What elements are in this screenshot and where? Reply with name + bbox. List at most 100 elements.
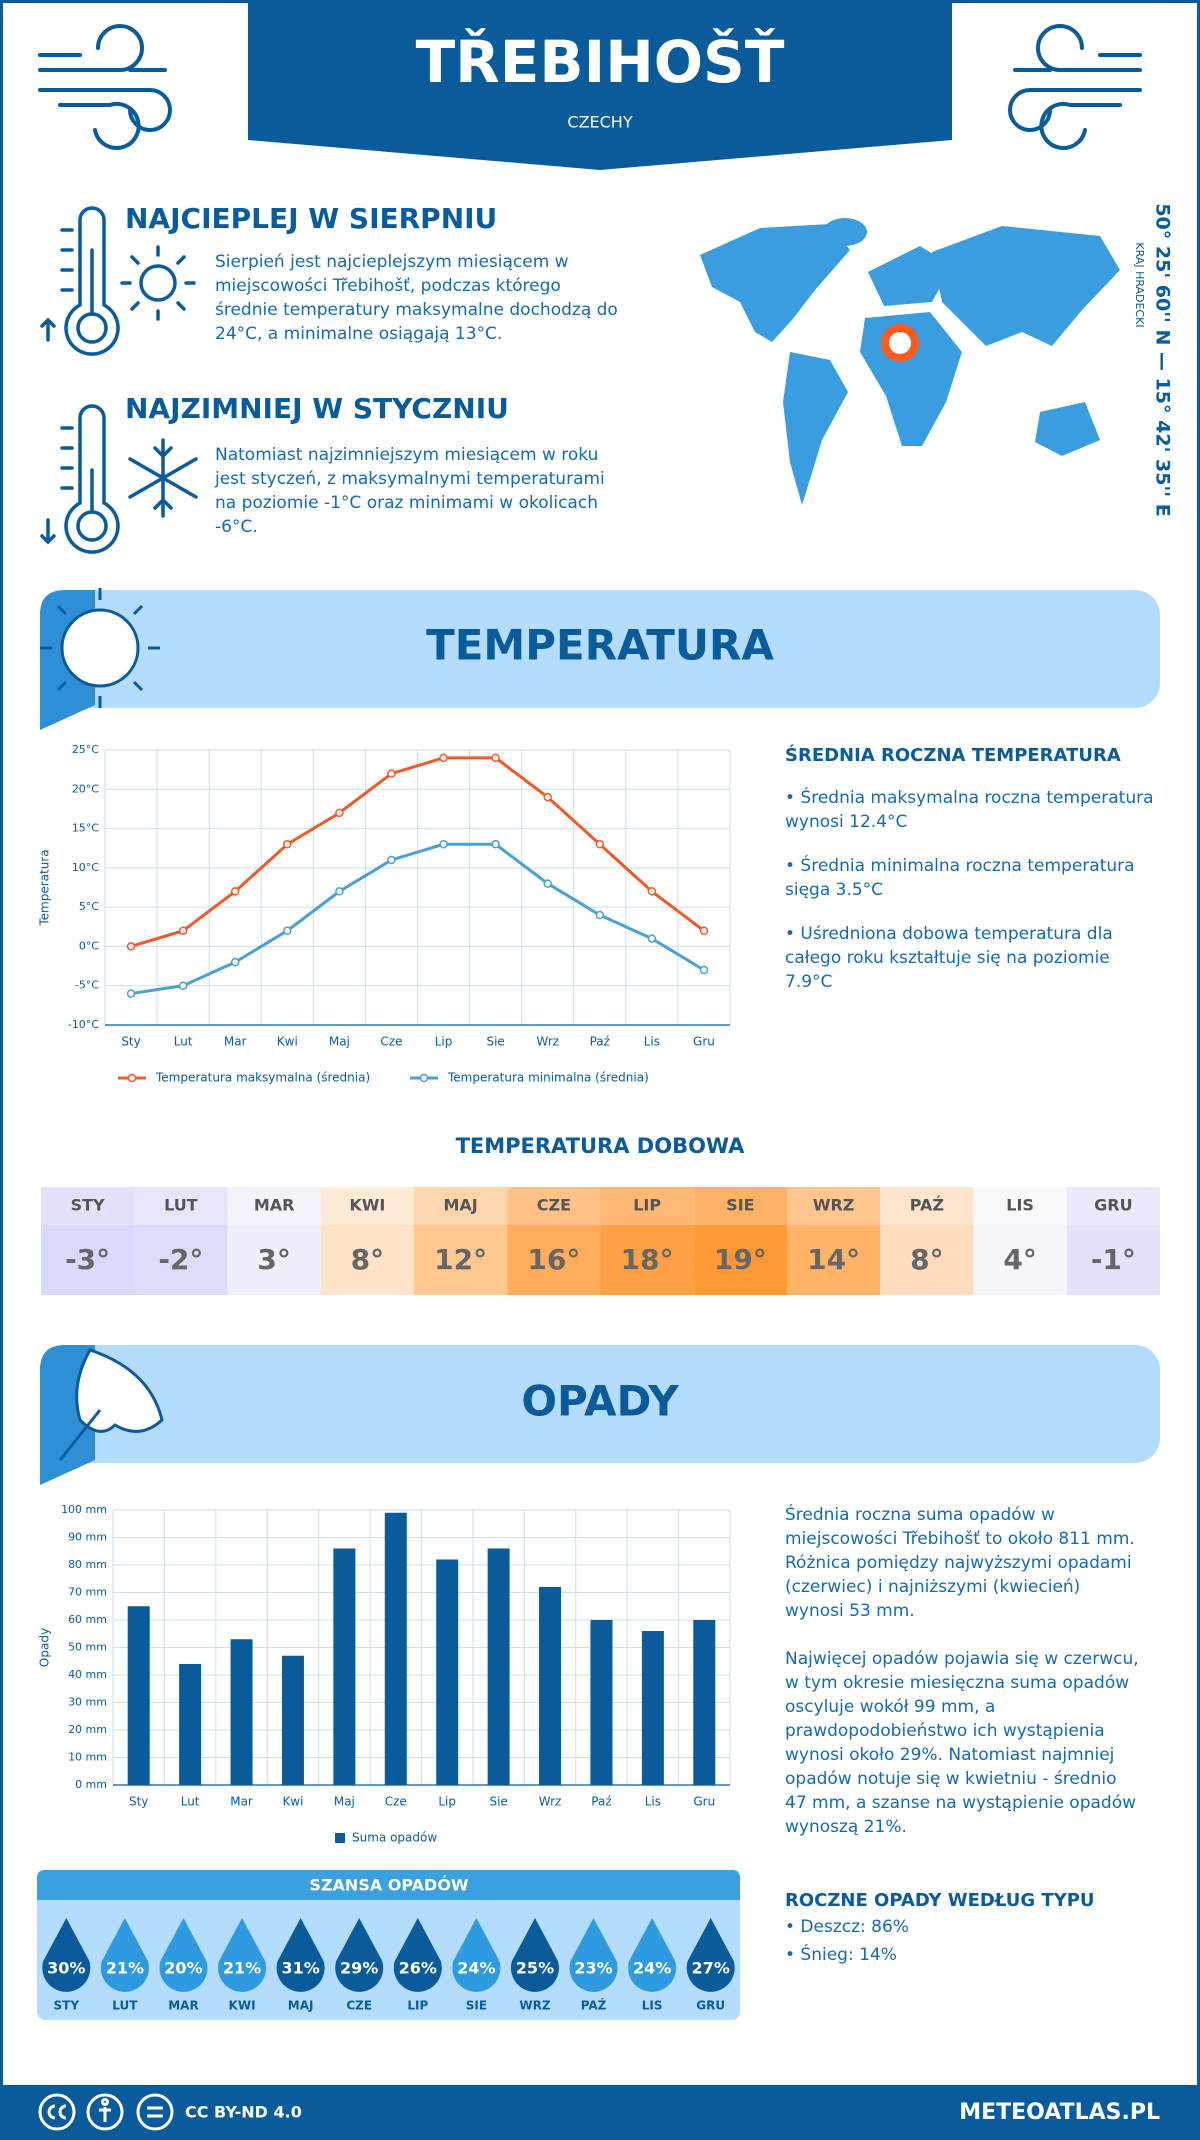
paragraph: Średnia roczna suma opadów w miejscowośc…	[785, 1505, 1135, 1621]
table-value-cell	[41, 1225, 135, 1295]
table-header-cell	[600, 1187, 694, 1225]
point	[230, 887, 240, 896]
site: METEOATLAS.PL	[959, 2100, 1160, 2125]
thermometer-warm	[40, 206, 196, 356]
world-map	[700, 218, 1120, 505]
x-tick-label: Lis	[645, 1795, 661, 1809]
month-label: MAJ	[443, 1196, 477, 1215]
wind-icon-left	[38, 24, 172, 150]
line	[130, 756, 705, 948]
drop-month: SIE	[466, 1999, 487, 2013]
legend-label: Temperatura maksymalna (średnia)	[155, 1071, 370, 1085]
bar	[436, 1559, 459, 1785]
stat-item: • Uśredniona dobowa temperatura dla całe…	[785, 924, 1113, 992]
thermometer-cold	[40, 404, 198, 554]
table-header-shade	[507, 1187, 601, 1225]
month-label: LUT	[164, 1196, 198, 1215]
x-tick-label: Lip	[435, 1035, 453, 1049]
table-header-cell	[787, 1187, 881, 1225]
table-value-cell	[414, 1225, 508, 1295]
y-tick-label: 15°C	[72, 822, 99, 835]
table-value-cell	[227, 1225, 321, 1295]
table-header-shade	[134, 1187, 228, 1225]
table-header-cell	[320, 1187, 414, 1225]
x-tick-label: Sty	[121, 1035, 140, 1049]
warmest-title: NAJCIEPLEJ W SIERPNIU	[125, 202, 498, 235]
drop	[569, 1918, 618, 1992]
drop-month: LUT	[112, 1999, 138, 2013]
month-label: STY	[71, 1196, 105, 1215]
legend-marker	[335, 1833, 345, 1843]
month-label: SIE	[726, 1196, 754, 1215]
point	[439, 840, 448, 849]
section-title: TEMPERATURA	[426, 621, 774, 670]
daily-title: TEMPERATURA DOBOWA	[456, 1134, 746, 1158]
type-item: • Deszcz: 86%	[785, 1917, 909, 1937]
legend-label: Suma opadów	[352, 1831, 437, 1845]
drop	[686, 1918, 735, 1992]
legend-marker	[127, 1073, 137, 1083]
x-tick-label: Mar	[224, 1035, 247, 1049]
x-tick-label: Sie	[486, 1035, 504, 1049]
table-header-shade	[693, 1187, 787, 1225]
table-header-shade	[600, 1187, 694, 1225]
y-tick-label: 90 mm	[68, 1531, 107, 1544]
month-label: LIP	[633, 1196, 661, 1215]
month-label: WRZ	[813, 1196, 855, 1215]
daily-value: 3°	[257, 1243, 290, 1276]
bar	[641, 1631, 664, 1785]
precipitation-types: ROCZNE OPADY WEDŁUG TYPU • Deszcz: 86% • …	[785, 1890, 1160, 1967]
drop	[628, 1918, 677, 1992]
month-label: KWI	[349, 1196, 385, 1215]
region: KRAJ HRADECKI	[1133, 242, 1146, 327]
x-tick-label: Wrz	[539, 1795, 562, 1809]
drop-month: MAR	[168, 1999, 198, 2013]
line	[130, 842, 705, 996]
point	[126, 942, 136, 951]
drop-month: LIP	[407, 1999, 428, 2013]
coldest-title: NAJZIMNIEJ W STYCZNIU	[125, 392, 509, 425]
daily-value: 19°	[714, 1243, 767, 1276]
drop-label: 27%	[692, 1959, 730, 1978]
x-tick-label: Lip	[438, 1795, 456, 1809]
drop	[100, 1918, 149, 1992]
drop-label: 21%	[106, 1959, 144, 1978]
point	[595, 840, 605, 849]
x-tick-label: Sie	[489, 1795, 507, 1809]
bar	[487, 1548, 510, 1785]
bar	[384, 1512, 407, 1785]
x-tick-label: Lut	[174, 1035, 193, 1049]
temperature-stats: ŚREDNIA ROCZNA TEMPERATURA • Średnia mak…	[785, 745, 1160, 994]
drop	[159, 1918, 208, 1992]
drop	[452, 1918, 501, 1992]
point	[543, 792, 552, 802]
x-tick-label: Lut	[181, 1795, 200, 1809]
y-tick-label: 20 mm	[68, 1723, 107, 1736]
y-tick-label: 60 mm	[68, 1613, 107, 1626]
wind-icon-right	[1008, 24, 1142, 150]
drop	[276, 1918, 325, 1992]
table-value-cell	[973, 1225, 1067, 1295]
drop-label: 24%	[457, 1959, 495, 1978]
precipitation-text: Średnia roczna suma opadów w miejscowośc…	[785, 1503, 1140, 1839]
y-tick-label: 10 mm	[68, 1751, 107, 1764]
point	[491, 840, 500, 849]
x-tick-label: Gru	[693, 1795, 715, 1809]
x-tick-label: Wrz	[536, 1035, 559, 1049]
y-tick-label: 25°C	[72, 743, 99, 756]
x-tick-label: Maj	[329, 1035, 350, 1049]
subtitle: CZECHY	[567, 113, 632, 132]
drop-month: GRU	[696, 1999, 725, 2013]
point	[178, 926, 188, 935]
drop-month: LIS	[642, 1999, 663, 2013]
drop-month: WRZ	[519, 1999, 550, 2013]
daily-value: -1°	[1091, 1243, 1136, 1276]
x-tick-label: Cze	[385, 1795, 407, 1809]
drop-month: STY	[54, 1999, 80, 2013]
drop	[510, 1918, 559, 1992]
table-header-cell	[973, 1187, 1067, 1225]
x-tick-label: Paź	[590, 1035, 610, 1049]
table-value-cell	[693, 1225, 787, 1295]
point	[335, 887, 344, 896]
